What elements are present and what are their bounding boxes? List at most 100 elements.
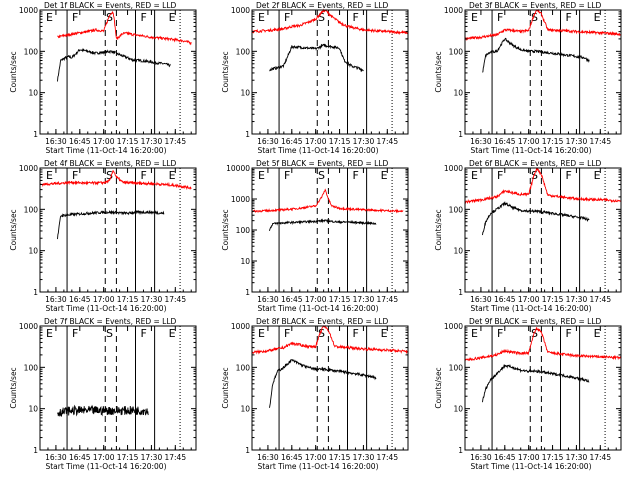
x-tick-label: 16:45 — [281, 453, 303, 462]
x-tick-label: 16:45 — [494, 453, 516, 462]
series-lld — [464, 327, 622, 362]
series-events — [57, 404, 149, 417]
region-label: F — [141, 169, 147, 182]
region-label: F — [497, 327, 503, 340]
x-tick-label: 17:45 — [164, 453, 186, 462]
y-axis-label: Counts/sec — [221, 367, 230, 408]
region-label: E — [258, 11, 265, 24]
y-tick-label: 10000 — [226, 164, 250, 173]
series-lld — [251, 324, 409, 355]
region-label: F — [497, 11, 503, 24]
x-tick-label: 17:00 — [518, 137, 540, 146]
y-tick-label: 1000 — [19, 6, 38, 15]
y-axis-label: Counts/sec — [221, 209, 230, 250]
region-label: E — [381, 169, 388, 182]
region-label: E — [594, 327, 601, 340]
panel-title: Det 4f BLACK = Events, RED = LLD — [44, 159, 177, 168]
y-tick-label: 10 — [453, 89, 463, 98]
x-tick-label: 17:30 — [566, 453, 588, 462]
y-tick-label: 10 — [453, 405, 463, 414]
y-tick-label: 1 — [245, 130, 250, 139]
series-lld — [57, 10, 192, 46]
y-tick-label: 1000 — [231, 6, 250, 15]
y-tick-label: 10 — [28, 405, 38, 414]
x-tick-label: 17:45 — [376, 453, 398, 462]
series-lld — [464, 167, 622, 205]
x-tick-label: 17:45 — [376, 295, 398, 304]
y-axis-label: Counts/sec — [9, 209, 18, 250]
x-tick-label: 16:30 — [470, 295, 492, 304]
series-events — [482, 363, 590, 403]
y-tick-label: 100 — [449, 363, 464, 372]
y-axis-label: Counts/sec — [434, 51, 443, 92]
region-label: F — [353, 327, 359, 340]
panel-title: Det 5f BLACK = Events, RED = LLD — [256, 159, 389, 168]
x-tick-label: 17:45 — [589, 137, 611, 146]
x-axis-label: Start Time (11-Oct-14 16:20:00) — [45, 146, 166, 155]
x-tick-label: 17:30 — [566, 137, 588, 146]
x-tick-label: 17:15 — [329, 295, 351, 304]
region-label: F — [566, 169, 572, 182]
x-tick-label: 17:45 — [164, 295, 186, 304]
region-label: E — [169, 327, 176, 340]
x-tick-label: 17:45 — [589, 295, 611, 304]
y-tick-label: 1000 — [19, 322, 38, 331]
x-axis-label: Start Time (11-Oct-14 16:20:00) — [45, 462, 166, 471]
x-tick-label: 17:15 — [329, 453, 351, 462]
y-tick-label: 1000 — [444, 164, 463, 173]
x-tick-label: 16:45 — [494, 295, 516, 304]
x-tick-label: 17:00 — [305, 453, 327, 462]
x-tick-label: 17:30 — [141, 295, 163, 304]
y-tick-label: 10 — [28, 247, 38, 256]
x-tick-label: 17:15 — [117, 137, 139, 146]
x-tick-label: 17:15 — [542, 453, 564, 462]
x-axis-label: Start Time (11-Oct-14 16:20:00) — [45, 304, 166, 313]
x-tick-label: 16:45 — [69, 453, 91, 462]
region-label: F — [353, 169, 359, 182]
plot-frame — [464, 9, 622, 135]
x-tick-label: 17:00 — [305, 137, 327, 146]
plot-frame — [39, 167, 197, 293]
region-label: E — [471, 327, 478, 340]
region-label: F — [566, 327, 572, 340]
region-label: E — [46, 327, 53, 340]
region-label: F — [141, 11, 147, 24]
panel-title: Det 9f BLACK = Events, RED = LLD — [469, 317, 602, 326]
region-label: S — [318, 327, 325, 340]
x-axis-label: Start Time (11-Oct-14 16:20:00) — [257, 146, 378, 155]
region-label: F — [284, 169, 290, 182]
y-tick-label: 10 — [453, 247, 463, 256]
y-tick-label: 1 — [33, 130, 38, 139]
x-tick-label: 17:00 — [93, 137, 115, 146]
x-tick-label: 17:15 — [117, 453, 139, 462]
plot-frame — [39, 325, 197, 451]
y-tick-label: 10 — [240, 405, 250, 414]
region-label: F — [72, 169, 78, 182]
region-label: S — [106, 11, 113, 24]
x-tick-label: 16:30 — [470, 137, 492, 146]
x-tick-label: 17:15 — [542, 137, 564, 146]
x-axis-label: Start Time (11-Oct-14 16:20:00) — [470, 146, 591, 155]
region-label: F — [284, 11, 290, 24]
y-tick-label: 1000 — [444, 322, 463, 331]
x-tick-label: 17:00 — [93, 453, 115, 462]
y-tick-label: 10 — [28, 89, 38, 98]
region-label: E — [46, 169, 53, 182]
y-axis-label: Counts/sec — [434, 209, 443, 250]
region-label: E — [258, 169, 265, 182]
region-label: F — [497, 169, 503, 182]
region-label: E — [594, 169, 601, 182]
x-tick-label: 17:30 — [353, 295, 375, 304]
y-axis-label: Counts/sec — [9, 367, 18, 408]
series-events — [269, 43, 364, 73]
region-label: F — [284, 327, 290, 340]
y-axis-label: Counts/sec — [9, 51, 18, 92]
y-tick-label: 1000 — [19, 164, 38, 173]
